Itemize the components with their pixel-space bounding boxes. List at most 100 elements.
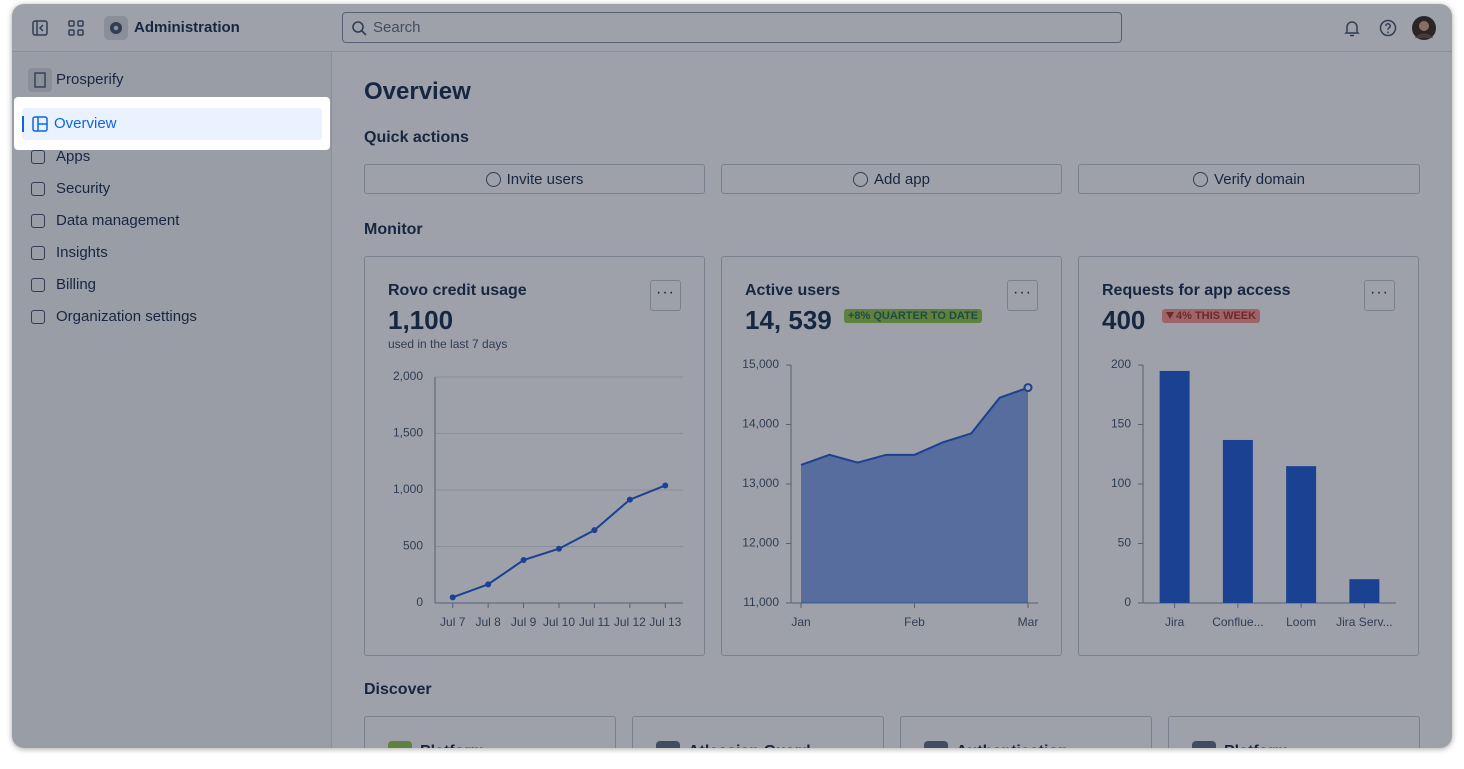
discover-card: Authentication xyxy=(900,716,1152,748)
chart: 0 500 1,000 1,500 2,000 Jul 7 Jul 8 Jul 9 Jul 10… xyxy=(393,369,683,629)
status-badge: 4% THIS WEEK xyxy=(1162,309,1261,323)
search-icon xyxy=(352,21,367,36)
point xyxy=(662,482,669,489)
x-tick-label: Loom xyxy=(1286,615,1316,629)
quick-action-button[interactable]: Invite users xyxy=(364,164,705,194)
point xyxy=(449,594,456,601)
card-metric: 14, 539 xyxy=(745,305,832,335)
card-title: Active users xyxy=(745,282,841,299)
section-title: Quick actions xyxy=(364,129,469,146)
bar xyxy=(1159,370,1190,603)
area xyxy=(801,387,1028,603)
nav-label: Security xyxy=(56,180,111,197)
app-switcher[interactable] xyxy=(68,20,84,36)
more-button[interactable]: ··· xyxy=(1364,280,1395,311)
button-icon xyxy=(485,171,501,187)
point xyxy=(626,496,633,503)
nav-label: Billing xyxy=(56,276,97,293)
discover-card: Platform xyxy=(364,716,616,748)
page-title: Overview xyxy=(364,78,471,105)
y-tick-label: 11,000 xyxy=(743,595,779,609)
chart: 0 50 100 150 200 Jira Conflue... Loom Jira Serv.… xyxy=(1111,357,1396,629)
nav-label: Overview xyxy=(54,115,117,132)
avatar[interactable] xyxy=(1412,16,1436,40)
y-tick-label: 15,000 xyxy=(742,357,779,371)
x-tick-label: Jul 12 xyxy=(614,615,646,629)
search-placeholder: Search xyxy=(373,19,421,36)
more-button[interactable]: ··· xyxy=(1007,280,1038,311)
help[interactable] xyxy=(1379,19,1397,37)
point xyxy=(591,527,598,534)
nav-label: Apps xyxy=(56,148,91,165)
point xyxy=(520,557,527,564)
nav-icon xyxy=(31,278,45,292)
y-tick-label: 2,000 xyxy=(393,369,423,383)
y-tick-label: 500 xyxy=(403,539,423,553)
nav-item-selected[interactable]: Overview xyxy=(22,108,322,140)
x-tick-label: Feb xyxy=(904,615,925,629)
admin-icon xyxy=(104,16,128,40)
button-icon xyxy=(1193,171,1209,187)
y-tick-label: 12,000 xyxy=(742,536,779,550)
card-caption: used in the last 7 days xyxy=(388,337,508,351)
y-tick-label: 150 xyxy=(1111,417,1131,431)
discover-icon xyxy=(1192,741,1216,748)
x-tick-label: Jan xyxy=(791,615,810,629)
x-tick-label: Jira xyxy=(1165,615,1185,629)
chart: 11,000 12,000 13,000 14,000 15,000 Jan Feb Mar xyxy=(742,357,1039,629)
x-tick-label: Jul 13 xyxy=(649,615,681,629)
x-tick-label: Jul 8 xyxy=(475,615,501,629)
point xyxy=(556,545,562,552)
line xyxy=(800,386,1029,466)
button-label: Add app xyxy=(874,170,930,188)
section-title: Monitor xyxy=(364,221,423,238)
quick-action-button[interactable]: Add app xyxy=(721,164,1062,194)
x-tick-label: Mar xyxy=(1018,615,1039,629)
y-tick-label: 50 xyxy=(1118,536,1132,550)
y-tick-label: 13,000 xyxy=(742,476,779,490)
bar xyxy=(1349,579,1380,603)
org-icon xyxy=(28,68,52,92)
sidebar-toggle[interactable] xyxy=(32,20,48,36)
discover-title: Atlassian Guard xyxy=(688,743,811,748)
button-label: Invite users xyxy=(506,170,584,188)
bar xyxy=(1222,439,1253,603)
nav-label: Data management xyxy=(56,212,180,229)
nav-icon xyxy=(31,246,45,260)
y-tick-label: 0 xyxy=(416,595,423,609)
org-name: Prosperify xyxy=(56,71,124,88)
app-window: Administration Search Prosperify Directo… xyxy=(12,4,1452,748)
notifications[interactable] xyxy=(1343,19,1361,37)
nav-label: Insights xyxy=(56,244,108,261)
app-name: Administration xyxy=(134,19,240,36)
badge-text: +8% QUARTER TO DATE xyxy=(848,310,979,322)
card-metric: 1,100 xyxy=(388,305,454,335)
top-nav: Administration Search xyxy=(12,4,1452,52)
button-label: Verify domain xyxy=(1214,170,1305,188)
x-tick-label: Jira Serv... xyxy=(1336,615,1392,629)
y-tick-label: 0 xyxy=(1124,595,1131,609)
monitor-card: Requests for app access 400 4% THIS WEEK ··… xyxy=(1078,256,1419,656)
x-tick-label: Jul 10 xyxy=(543,615,575,629)
discover-icon xyxy=(924,741,948,748)
y-tick-label: 1,000 xyxy=(393,482,423,496)
discover-title: Authentication xyxy=(956,743,1068,748)
card-metric: 400 xyxy=(1102,305,1146,335)
x-tick-label: Jul 11 xyxy=(579,615,610,629)
spotlight: Overview xyxy=(14,97,330,150)
search-box[interactable]: Search xyxy=(342,12,1122,43)
point xyxy=(485,581,492,588)
card-title: Rovo credit usage xyxy=(388,282,527,299)
y-tick-label: 200 xyxy=(1111,357,1131,371)
nav-icon xyxy=(31,310,45,324)
button-icon xyxy=(853,171,869,187)
monitor-card: Rovo credit usage 1,100 used in the last 7… xyxy=(364,256,705,656)
more-button[interactable]: ··· xyxy=(650,280,681,311)
sidebar: Prosperify DirectoryAppsSecurityData man… xyxy=(12,52,332,748)
x-tick-label: Jul 9 xyxy=(511,615,537,629)
y-tick-label: 1,500 xyxy=(393,426,423,440)
discover-card: Platform xyxy=(1168,716,1420,748)
last-point xyxy=(1023,383,1033,393)
quick-action-button[interactable]: Verify domain xyxy=(1078,164,1420,194)
